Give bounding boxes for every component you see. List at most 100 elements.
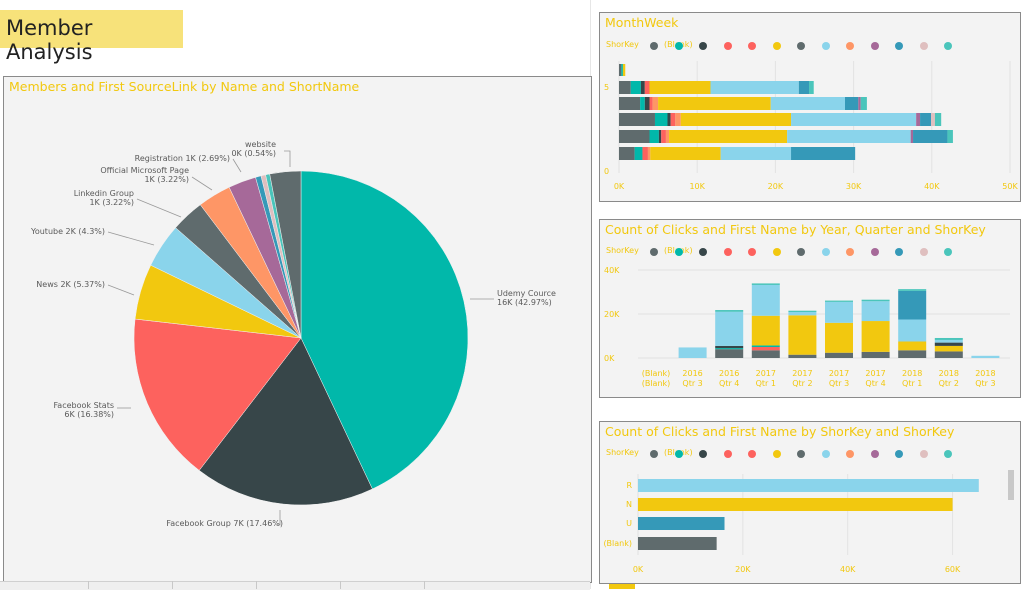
bar-segment[interactable] [675,113,681,126]
bar-segment[interactable] [791,147,856,160]
legend-dot[interactable] [674,248,683,256]
bar-segment[interactable] [787,130,911,143]
bar-segment[interactable] [640,97,645,110]
legend-dot[interactable] [870,450,879,458]
column-segment[interactable] [825,301,853,323]
bar-segment[interactable] [910,130,914,143]
column-segment[interactable] [825,322,853,353]
legend-dot[interactable] [748,42,756,50]
legend-dot[interactable] [895,42,903,50]
page-tab[interactable] [340,581,425,589]
page-tab[interactable] [88,581,173,589]
bar-segment[interactable] [644,81,650,94]
column-segment[interactable] [715,310,744,312]
bar-segment[interactable] [650,147,721,160]
column-segment[interactable] [751,284,780,316]
column-segment[interactable] [861,301,890,322]
column-segment[interactable] [751,315,780,346]
legend-dot[interactable] [870,248,879,256]
legend-dot[interactable] [699,248,707,256]
bar-segment[interactable] [644,97,650,110]
column-segment[interactable] [861,299,890,302]
bar-segment[interactable] [669,130,788,143]
bar-segment[interactable] [665,130,670,143]
bar-segment[interactable] [654,113,668,126]
column-segment[interactable] [934,337,963,340]
bar-segment[interactable] [619,97,641,110]
clicks-by-year-panel[interactable]: Count of Clicks and First Name by Year, … [599,219,1021,398]
column-segment[interactable] [788,315,817,355]
page-tab[interactable] [172,581,257,589]
pie-chart-panel[interactable]: Members and First SourceLink by Name and… [3,76,592,583]
clicks-by-key-bar-chart[interactable]: 0K 20K 40K 60K R N U (Blank) [600,422,1020,583]
bar-segment[interactable] [640,81,645,94]
column-segment[interactable] [898,289,927,291]
bar-segment[interactable] [710,81,799,94]
bar-segment[interactable] [670,113,676,126]
page-tabs-bar[interactable] [0,581,590,590]
column-segment[interactable] [788,354,817,358]
legend-dot[interactable] [650,248,658,256]
column-segment[interactable] [898,350,927,358]
page-tab[interactable] [0,581,89,589]
column-segment[interactable] [934,345,963,352]
legend-dot[interactable] [870,42,879,50]
bar-segment[interactable] [619,81,631,94]
bar[interactable] [638,537,717,550]
legend-dot[interactable] [699,42,707,50]
column-segment[interactable] [825,352,853,358]
bar-segment[interactable] [844,97,859,110]
page-tab[interactable] [256,581,341,589]
column-segment[interactable] [861,321,890,352]
bar-segment[interactable] [798,81,810,94]
column-segment[interactable] [751,283,780,285]
bar-segment[interactable] [913,130,948,143]
bar-segment[interactable] [916,113,921,126]
pie-slice[interactable] [133,318,302,471]
column-segment[interactable] [898,319,927,342]
legend-dot[interactable] [748,450,756,458]
legend-dot[interactable] [772,248,781,256]
bar-segment[interactable] [619,64,622,76]
bar-segment[interactable] [649,97,653,110]
legend-dot[interactable] [944,450,952,458]
column-segment[interactable] [751,347,780,351]
legend-dot[interactable] [846,42,854,50]
legend-dot[interactable] [723,42,732,50]
legend-dot[interactable] [772,42,781,50]
legend-dot[interactable] [650,450,658,458]
legend-dot[interactable] [674,42,683,50]
bar-segment[interactable] [619,147,635,160]
bar[interactable] [638,517,725,530]
column-segment[interactable] [678,347,707,358]
bar-segment[interactable] [649,81,711,94]
bar-segment[interactable] [947,130,953,143]
legend-dot[interactable] [797,42,805,50]
bar-segment[interactable] [649,130,659,143]
column-segment[interactable] [898,341,927,351]
monthweek-bar-chart[interactable]: 0K 10K 20K 30K 40K 50K 5 0 [600,13,1020,201]
bar-segment[interactable] [619,130,650,143]
column-segment[interactable] [825,300,853,302]
bar-segment[interactable] [619,113,655,126]
legend-dot[interactable] [919,450,928,458]
legend-dot[interactable] [846,248,854,256]
legend-dot[interactable] [797,248,805,256]
column-segment[interactable] [934,339,963,343]
column-segment[interactable] [934,342,963,346]
bar[interactable] [638,498,953,511]
legend-dot[interactable] [674,450,683,458]
bar-segment[interactable] [931,113,935,126]
column-segment[interactable] [715,349,744,358]
bar-segment[interactable] [630,81,641,94]
bar-segment[interactable] [621,64,623,76]
column-segment[interactable] [715,345,744,349]
pie-slice[interactable] [300,170,469,490]
column-segment[interactable] [751,345,780,347]
column-segment[interactable] [971,355,1000,358]
column-segment[interactable] [898,290,927,320]
bar-segment[interactable] [680,113,792,126]
bar-segment[interactable] [809,81,814,94]
legend-dot[interactable] [944,42,952,50]
column-segment[interactable] [934,351,963,358]
